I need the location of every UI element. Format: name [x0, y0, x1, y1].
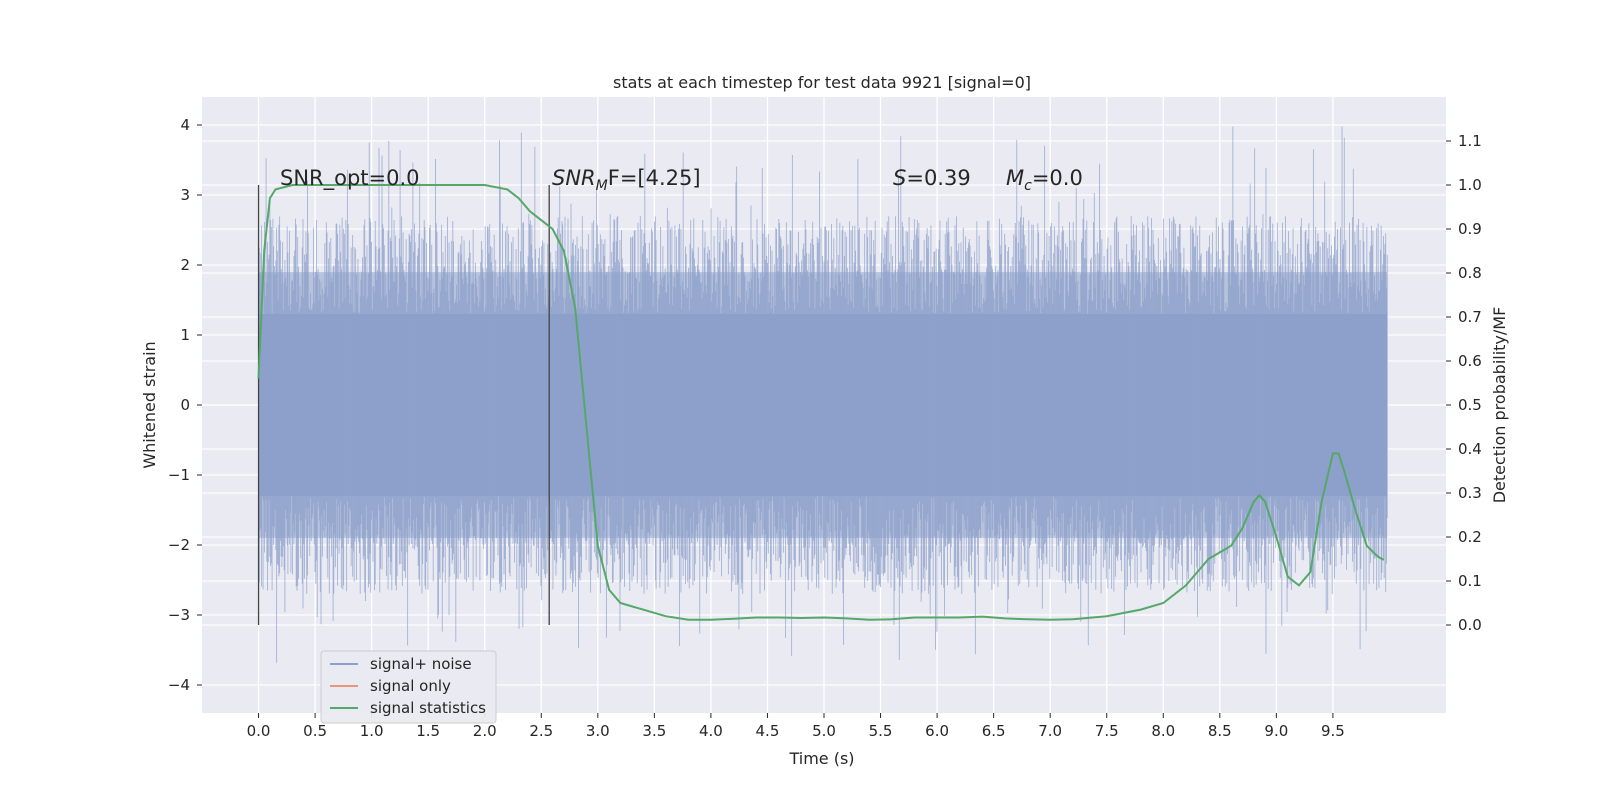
x-tick-label-19: 9.5 — [1321, 722, 1345, 740]
y2-axis-label: Detection probability/MF — [1490, 307, 1509, 504]
y2-tick-label-2: 0.9 — [1458, 220, 1482, 238]
annotation-snr-mf-symbol: SNR — [552, 166, 596, 190]
x-tick-label-3: 1.5 — [416, 722, 440, 740]
y-tick-label-6: −2 — [168, 536, 190, 554]
y2-tick-label-8: 0.3 — [1458, 484, 1482, 502]
x-tick-label-8: 4.0 — [699, 722, 723, 740]
y2-tick-label-0: 1.1 — [1458, 132, 1482, 150]
annotation-s: S=0.39 — [893, 166, 971, 190]
y-tick-label-2: 2 — [180, 256, 190, 274]
y-tick-label-4: 0 — [180, 396, 190, 414]
y-tick-label-1: 3 — [180, 186, 190, 204]
x-tick-label-12: 6.0 — [925, 722, 949, 740]
y2-tick-label-10: 0.1 — [1458, 572, 1482, 590]
series-signal-statistics — [257, 184, 1385, 621]
x-tick-label-4: 2.0 — [473, 722, 497, 740]
y-axis-label: Whitened strain — [140, 341, 159, 468]
x-tick-label-14: 7.0 — [1038, 722, 1062, 740]
series-signal-plus-noise — [258, 126, 1388, 663]
annotation-mc: Mc=0.0 — [1006, 166, 1083, 194]
x-tick-label-17: 8.5 — [1208, 722, 1232, 740]
y2-tick-label-4: 0.7 — [1458, 308, 1482, 326]
x-tick-label-2: 1.0 — [360, 722, 384, 740]
legend-label-signal-plus-noise: signal+ noise — [370, 655, 472, 673]
annotation-mc-subscript: c — [1024, 178, 1032, 194]
x-tick-label-7: 3.5 — [642, 722, 666, 740]
chart-title: stats at each timestep for test data 992… — [613, 73, 1031, 92]
y2-tick-label-11: 0.0 — [1458, 616, 1482, 634]
x-tick-label-11: 5.5 — [869, 722, 893, 740]
y-tick-label-0: 4 — [180, 116, 190, 134]
annotation-s-symbol: S — [893, 166, 906, 190]
annotation-mc-symbol: M — [1006, 166, 1024, 190]
annotation-s-value: =0.39 — [906, 166, 970, 190]
legend: signal+ noise signal only signal statist… — [320, 650, 497, 724]
y2-tick-label-7: 0.4 — [1458, 440, 1482, 458]
signal-statistics-line — [257, 184, 1385, 621]
annotation-snr-mf: SNRMF=[4.25] — [552, 166, 701, 194]
annotation-snr-mf-value: F=[4.25] — [608, 166, 701, 190]
y2-tick-label-6: 0.5 — [1458, 396, 1482, 414]
x-axis-ticks: 0.0 0.5 1.0 1.5 2.0 2.5 3.0 3.5 4.0 4.5 5.0 5.5 6.0 6… — [247, 713, 1345, 740]
x-tick-label-10: 5.0 — [812, 722, 836, 740]
y2-tick-label-3: 0.8 — [1458, 264, 1482, 282]
annotation-snr-opt: SNR_opt=0.0 — [280, 166, 420, 191]
y-tick-label-7: −3 — [168, 606, 190, 624]
x-tick-label-15: 7.5 — [1095, 722, 1119, 740]
legend-label-signal-statistics: signal statistics — [370, 699, 486, 717]
legend-box — [320, 650, 497, 724]
y-tick-label-3: 1 — [180, 326, 190, 344]
legend-label-signal-only: signal only — [370, 677, 451, 695]
y2-tick-label-9: 0.2 — [1458, 528, 1482, 546]
x-tick-label-5: 2.5 — [529, 722, 553, 740]
x-tick-label-16: 8.0 — [1151, 722, 1175, 740]
y-tick-label-5: −1 — [168, 466, 190, 484]
y2-axis-ticks: 1.1 1.0 0.9 0.8 0.7 0.6 0.5 0.4 0.3 0.2 0.1 0.0 — [1446, 132, 1482, 634]
x-tick-label-13: 6.5 — [982, 722, 1006, 740]
y-tick-label-8: −4 — [168, 676, 190, 694]
y-axis-ticks: 4 3 2 1 0 −1 −2 −3 −4 — [168, 116, 202, 694]
y2-tick-label-1: 1.0 — [1458, 176, 1482, 194]
annotation-snr-mf-subscript: M — [596, 178, 608, 194]
vertical-markers — [257, 185, 550, 625]
x-tick-label-18: 9.0 — [1264, 722, 1288, 740]
x-tick-label-1: 0.5 — [303, 722, 327, 740]
x-tick-label-9: 4.5 — [756, 722, 780, 740]
x-axis-label: Time (s) — [788, 749, 854, 768]
y2-tick-label-5: 0.6 — [1458, 352, 1482, 370]
x-tick-label-6: 3.0 — [586, 722, 610, 740]
x-tick-label-0: 0.0 — [247, 722, 271, 740]
annotation-mc-value: =0.0 — [1032, 166, 1083, 190]
